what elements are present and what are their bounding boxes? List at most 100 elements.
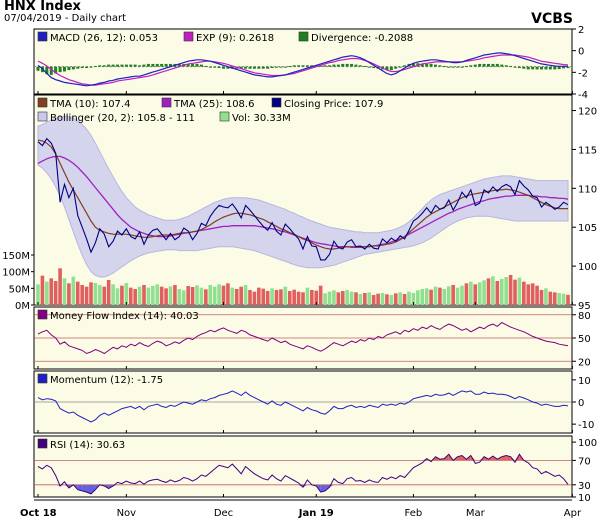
divergence-bar (509, 65, 513, 67)
volume-bar (314, 290, 319, 305)
divergence-bar (177, 63, 181, 67)
divergence-bar (504, 65, 508, 67)
volume-bar (234, 289, 239, 305)
divergence-bar (394, 66, 398, 69)
volume-bar (133, 289, 137, 305)
volume-bar (535, 285, 539, 305)
divergence-bar (146, 63, 150, 67)
volume-bar (230, 287, 235, 305)
volume-bar (151, 286, 155, 305)
divergence-bar (403, 65, 407, 67)
rsi-oversold-area (320, 484, 326, 493)
volume-bar (561, 293, 566, 305)
volume-tick-label: 50M (9, 284, 30, 295)
divergence-bar (275, 66, 278, 68)
divergence-bar (76, 66, 80, 69)
divergence-bar (398, 66, 402, 68)
x-tick-label: Mar (466, 508, 486, 519)
divergence-bar (522, 66, 526, 69)
volume-bar (292, 289, 296, 305)
volume-bar (124, 283, 129, 305)
volume-bar (75, 281, 80, 305)
volume-bar (120, 285, 124, 305)
volume-bar (159, 286, 164, 305)
divergence-bar (288, 65, 292, 67)
divergence-bar (517, 66, 521, 69)
volume-bar (279, 289, 283, 305)
y-tick-label: -10 (578, 420, 594, 431)
volume-bar (548, 291, 553, 305)
legend-label: Bollinger (20, 2): 105.8 - 111 (50, 113, 195, 124)
y-tick-label: 20 (578, 357, 591, 368)
divergence-bar (323, 65, 327, 67)
volume-bar (455, 287, 460, 305)
close-price-line (37, 137, 569, 261)
y-tick-label: 105 (578, 223, 597, 234)
legend-swatch (37, 31, 48, 42)
divergence-bar (451, 66, 455, 68)
divergence-bar (447, 66, 451, 68)
volume-bar (323, 293, 327, 305)
legend-swatch (37, 309, 48, 320)
divergence-bar (107, 64, 111, 67)
volume-bar (53, 281, 58, 305)
volume-bar (257, 287, 261, 305)
divergence-bar (155, 63, 159, 67)
divergence-bar (301, 65, 305, 67)
divergence-bar (420, 63, 424, 67)
divergence-bar (482, 63, 486, 67)
y-tick-label: 10 (578, 493, 591, 504)
y-tick-label: 2 (578, 25, 584, 36)
volume-bar (464, 283, 469, 305)
divergence-bar (553, 66, 557, 70)
legend-label: Momentum (12): -1.75 (50, 375, 163, 386)
volume-bar (195, 285, 199, 305)
exp-line (37, 54, 569, 86)
volume-bar (539, 290, 544, 305)
volume-bar (305, 287, 310, 305)
volume-bar (499, 279, 504, 305)
volume-bar (89, 282, 93, 305)
volume-bar (336, 292, 341, 305)
volume-bar (80, 285, 84, 305)
volume-bar (71, 276, 76, 305)
divergence-bar (279, 66, 283, 68)
x-tick-label: Dec (214, 508, 233, 519)
volume-bar (98, 285, 102, 305)
divergence-bar (500, 64, 504, 67)
divergence-bar (513, 66, 517, 68)
divergence-bar (292, 65, 296, 67)
volume-bar (146, 287, 151, 305)
legend-label: TMA (25): 108.6 (173, 99, 254, 110)
divergence-bar (425, 63, 429, 67)
divergence-bar (442, 65, 446, 67)
divergence-bar (191, 63, 195, 67)
volume-bar (49, 278, 54, 305)
divergence-bar (257, 66, 261, 69)
volume-bar (301, 292, 305, 305)
volume-bar (190, 287, 195, 305)
volume-bar (287, 291, 292, 305)
volume-bar (318, 285, 323, 305)
volume-bar (566, 294, 570, 305)
divergence-bar (45, 66, 49, 75)
volume-bar (504, 277, 508, 305)
divergence-bar (562, 66, 566, 69)
y-tick-label: -2 (578, 68, 588, 79)
volume-bar (274, 290, 279, 305)
volume-bar (477, 282, 482, 305)
x-tick-label: Feb (405, 508, 423, 519)
volume-bar (380, 293, 385, 305)
divergence-bar (133, 64, 137, 67)
volume-bar (522, 281, 526, 305)
divergence-bar (305, 65, 309, 67)
volume-bar (137, 286, 142, 305)
divergence-bar (526, 66, 530, 70)
mfi-line (37, 321, 569, 355)
divergence-bar (248, 66, 252, 69)
volume-bar (354, 292, 358, 305)
rsi-oversold-area (91, 484, 96, 494)
rsi-oversold-area (82, 484, 87, 493)
divergence-bar (544, 66, 548, 70)
